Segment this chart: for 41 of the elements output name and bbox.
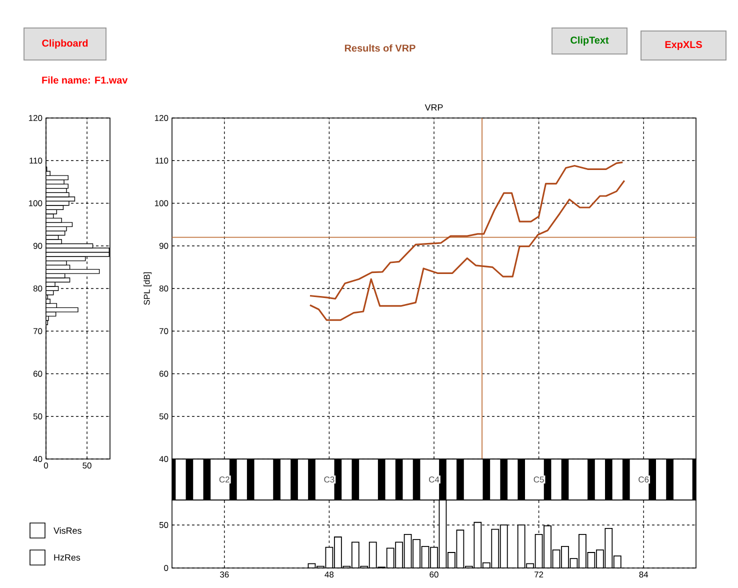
category-label: C2 — [219, 476, 230, 482]
y-tick-label: 90 — [159, 242, 168, 249]
line-series — [309, 162, 624, 300]
y-axis-title: SPL [dB] — [144, 272, 152, 305]
y-tick-label: 80 — [159, 286, 168, 292]
y-tick-label: 70 — [34, 328, 42, 334]
text: HzRes — [54, 554, 80, 561]
text: Results of VRP — [344, 44, 416, 52]
y-tick-label: 40 — [159, 456, 168, 462]
x-tick-label: 60 — [430, 572, 438, 578]
y-tick-label: 60 — [34, 370, 42, 377]
y-tick-label: 90 — [33, 242, 42, 249]
category-label: C6 — [638, 476, 649, 482]
chart-title: VRP — [424, 104, 443, 111]
y-tick-label: 50 — [159, 413, 168, 420]
y-tick-label: 100 — [28, 200, 42, 206]
x-tick-label: 72 — [534, 572, 544, 578]
y-tick-label: 120 — [28, 115, 42, 121]
y-tick-label: 0 — [164, 565, 168, 571]
y-tick-label: 50 — [33, 413, 42, 420]
y-tick-label: 110 — [156, 158, 168, 164]
text: ExpXLS — [665, 40, 702, 50]
line-series — [309, 180, 626, 321]
x-tick-label: 48 — [324, 572, 334, 578]
text: File name: F1.wav — [42, 76, 128, 84]
category-label: C4 — [429, 476, 440, 482]
y-tick-label: 110 — [30, 158, 42, 164]
y-tick-label: 40 — [33, 456, 42, 462]
text: ClipText — [570, 36, 609, 46]
text: Clipboard — [42, 39, 88, 49]
text: VisRes — [54, 527, 82, 534]
x-tick-label: 84 — [639, 572, 648, 578]
category-label: C5 — [534, 476, 544, 482]
y-tick-label: 60 — [160, 370, 168, 377]
y-tick-label: 120 — [154, 115, 168, 121]
y-tick-label: 50 — [159, 522, 168, 528]
y-tick-label: 100 — [154, 200, 168, 206]
category-label: C3 — [324, 476, 334, 482]
y-tick-label: 70 — [160, 328, 168, 334]
y-tick-label: 80 — [33, 286, 42, 292]
x-tick-label: 36 — [220, 572, 229, 578]
